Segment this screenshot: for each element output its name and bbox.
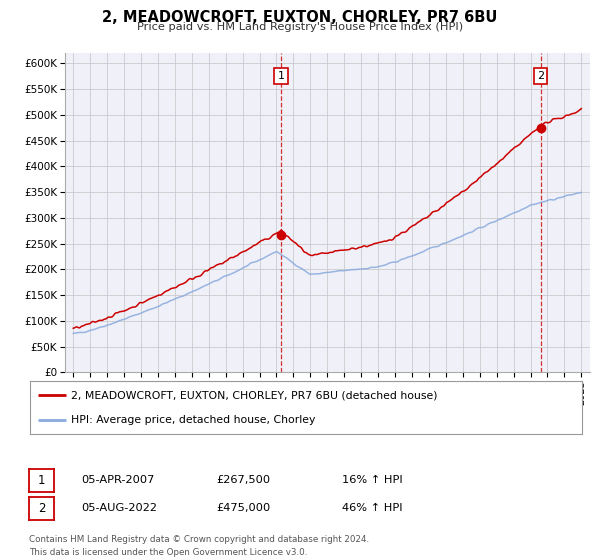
Text: 1: 1 bbox=[38, 474, 45, 487]
Text: £475,000: £475,000 bbox=[216, 503, 270, 514]
Text: 2: 2 bbox=[38, 502, 45, 515]
Text: 46% ↑ HPI: 46% ↑ HPI bbox=[342, 503, 403, 514]
Text: 16% ↑ HPI: 16% ↑ HPI bbox=[342, 475, 403, 486]
Text: 2: 2 bbox=[537, 71, 544, 81]
Text: HPI: Average price, detached house, Chorley: HPI: Average price, detached house, Chor… bbox=[71, 414, 316, 424]
Text: 1: 1 bbox=[278, 71, 284, 81]
Text: 2, MEADOWCROFT, EUXTON, CHORLEY, PR7 6BU (detached house): 2, MEADOWCROFT, EUXTON, CHORLEY, PR7 6BU… bbox=[71, 390, 438, 400]
Text: 2, MEADOWCROFT, EUXTON, CHORLEY, PR7 6BU: 2, MEADOWCROFT, EUXTON, CHORLEY, PR7 6BU bbox=[103, 10, 497, 25]
Text: 05-APR-2007: 05-APR-2007 bbox=[81, 475, 154, 486]
Text: 05-AUG-2022: 05-AUG-2022 bbox=[81, 503, 157, 514]
Text: Price paid vs. HM Land Registry's House Price Index (HPI): Price paid vs. HM Land Registry's House … bbox=[137, 22, 463, 32]
Text: £267,500: £267,500 bbox=[216, 475, 270, 486]
Text: Contains HM Land Registry data © Crown copyright and database right 2024.
This d: Contains HM Land Registry data © Crown c… bbox=[29, 535, 369, 557]
